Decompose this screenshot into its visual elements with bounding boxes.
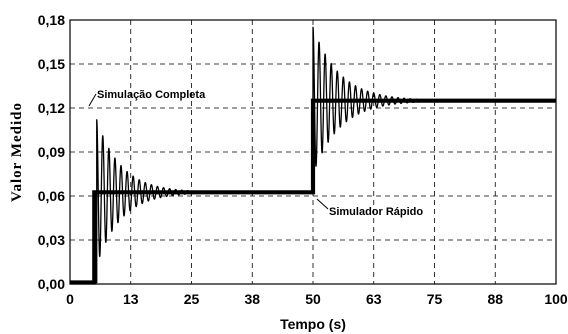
annotation-leader-line: [88, 93, 97, 107]
x-tick-label: 0: [66, 291, 74, 307]
x-tick-label: 63: [366, 291, 382, 307]
plot-frame: [69, 19, 557, 285]
annotations: Simulação Completa Simulador Rápido: [88, 89, 423, 218]
x-tick-label: 38: [244, 291, 260, 307]
series-group: [69, 26, 557, 285]
grid: [70, 20, 556, 284]
x-tick-label: 25: [184, 291, 200, 307]
x-tick-labels: 0 13 25 38 50 63 75 88 100: [66, 291, 568, 307]
series-line-simulador-rapido: [70, 98, 556, 285]
annotation-leader-line: [316, 198, 329, 210]
x-tick-label: 75: [427, 291, 443, 307]
x-axis-title: Tempo (s): [280, 316, 346, 332]
x-tick-label: 50: [305, 291, 321, 307]
x-tick-label: 88: [487, 291, 503, 307]
x-tick-label: 100: [544, 291, 568, 307]
y-tick-label: 0,18: [38, 12, 65, 28]
y-tick-label: 0,00: [38, 276, 65, 292]
annotation-simulacao-completa: Simulação Completa: [97, 89, 206, 101]
y-tick-label: 0,09: [38, 144, 65, 160]
x-tick-label: 13: [123, 291, 139, 307]
y-tick-label: 0,03: [38, 232, 65, 248]
annotation-simulador-rapido: Simulador Rápido: [329, 206, 423, 218]
y-tick-label: 0,06: [38, 188, 65, 204]
y-tick-label: 0,15: [38, 56, 65, 72]
y-tick-label: 0,12: [38, 100, 65, 116]
y-tick-labels: 0,00 0,03 0,06 0,09 0,12 0,15 0,18: [38, 12, 65, 292]
y-axis-title: Valor Medido: [9, 102, 25, 202]
